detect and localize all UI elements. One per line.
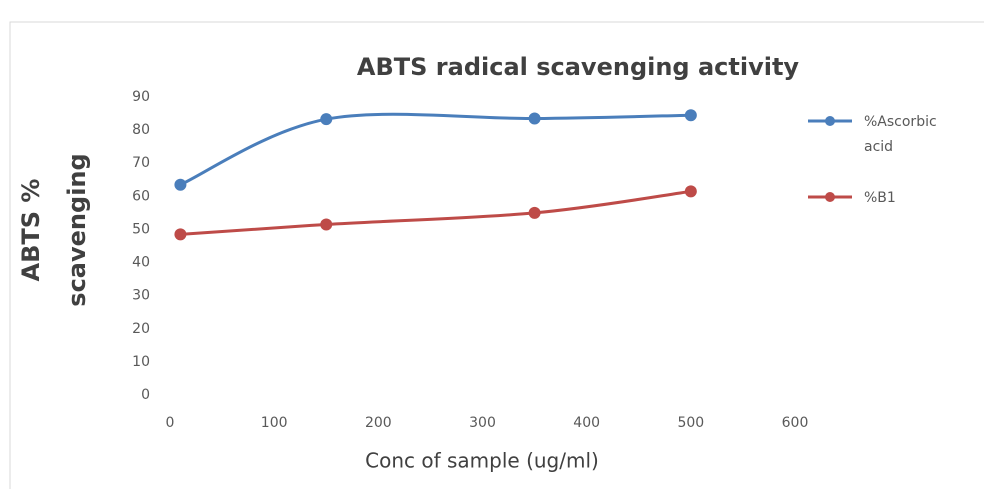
x-tick-label: 600 — [782, 415, 809, 431]
chart-frame — [9, 21, 984, 489]
legend-label: %Ascorbic acid — [864, 114, 937, 155]
x-tick-label: 300 — [469, 415, 496, 431]
y-axis-label: ABTS % scavenging — [17, 153, 91, 307]
data-point — [684, 109, 697, 122]
data-point — [528, 112, 541, 125]
series-line — [179, 112, 691, 187]
x-tick-label: 200 — [365, 415, 392, 431]
data-point — [174, 228, 187, 241]
x-axis-label: Conc of sample (ug/ml) — [365, 449, 599, 473]
x-tick-label: 0 — [166, 415, 175, 431]
x-tick-label: 400 — [573, 415, 600, 431]
legend-marker — [825, 116, 835, 126]
y-tick-label: 30 — [132, 288, 150, 304]
y-tick-label: 90 — [132, 89, 150, 105]
legend-label: %B1 — [864, 190, 896, 206]
data-point — [528, 206, 541, 219]
data-point — [174, 178, 187, 191]
data-point — [684, 185, 697, 198]
series-line — [180, 189, 692, 236]
y-tick-label: 40 — [132, 255, 150, 271]
data-point — [320, 113, 333, 126]
legend-marker — [825, 192, 835, 202]
y-tick-label: 60 — [132, 188, 150, 204]
y-tick-label: 50 — [132, 221, 150, 237]
y-tick-label: 80 — [132, 122, 150, 138]
x-tick-label: 100 — [261, 415, 288, 431]
x-tick-label: 500 — [677, 415, 704, 431]
y-tick-label: 10 — [132, 354, 150, 370]
y-tick-label: 0 — [141, 387, 150, 403]
chart-title: ABTS radical scavenging activity — [357, 53, 800, 81]
y-tick-label: 70 — [132, 155, 150, 171]
y-tick-label: 20 — [132, 321, 150, 337]
data-point — [320, 218, 333, 231]
